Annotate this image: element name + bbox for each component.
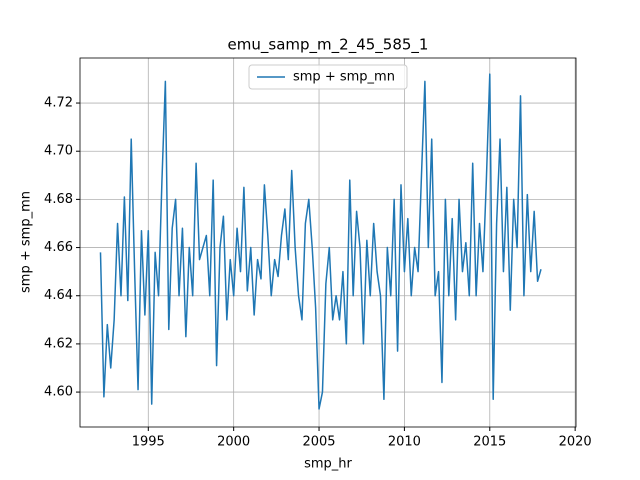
legend-box <box>248 64 408 90</box>
x-tick-label: 2015 <box>473 435 506 450</box>
x-tick-label: 1995 <box>132 435 165 450</box>
y-tick-label: 4.66 <box>44 240 73 255</box>
chart-title: emu_samp_m_2_45_585_1 <box>228 36 429 55</box>
y-tick-label: 4.70 <box>44 144 73 159</box>
y-tick-label: 4.62 <box>44 336 73 351</box>
x-tick-label: 2010 <box>388 435 421 450</box>
x-tick-label: 2005 <box>302 435 335 450</box>
plot-frame <box>79 57 577 428</box>
x-tick-label: 2020 <box>559 435 592 450</box>
y-tick-label: 4.72 <box>44 96 73 111</box>
y-tick-label: 4.64 <box>44 288 73 303</box>
y-tick-label: 4.68 <box>44 192 73 207</box>
x-tick-label: 2000 <box>217 435 250 450</box>
legend-label: smp + smp_mn <box>293 70 395 85</box>
data-line <box>99 73 542 410</box>
y-axis-label: smp + smp_mn <box>19 191 34 293</box>
y-tick-label: 4.60 <box>44 385 73 400</box>
x-axis-label: smp_hr <box>304 457 352 472</box>
